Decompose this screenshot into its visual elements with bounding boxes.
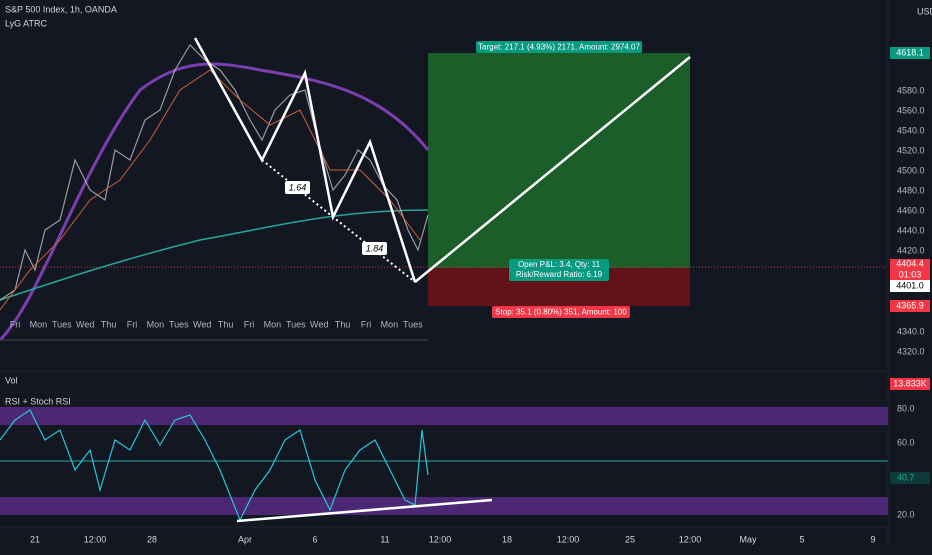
stop-text: Stop: 35.1 (0.80%) 351, Amount: 100 [495, 308, 627, 317]
day-label: Tues [286, 319, 306, 329]
day-label: Fri [361, 319, 372, 329]
rsi-trendline [236, 498, 493, 523]
time-tick: 25 [625, 534, 635, 544]
price-tick: 4320.0 [897, 346, 925, 356]
time-tick: 9 [870, 534, 875, 544]
ma-short [0, 69, 421, 311]
rsi-tick: 60.0 [897, 437, 915, 447]
rsi-label: RSI + Stoch RSI [5, 396, 71, 406]
price-tick: 4480.0 [897, 185, 925, 195]
day-label: Wed [193, 319, 211, 329]
rsi-current: 40.7 [897, 472, 915, 482]
price-tick: 4560.0 [897, 105, 925, 115]
day-label: Wed [310, 319, 328, 329]
day-label: Mon [147, 319, 165, 329]
stop-price-tag [890, 300, 930, 312]
time-tick: 28 [147, 534, 157, 544]
price-tick: 4540.0 [897, 125, 925, 135]
price-tick: 4340.0 [897, 326, 925, 336]
day-label: Fri [244, 319, 255, 329]
volume-tag [890, 378, 930, 390]
day-label: Wed [76, 319, 94, 329]
day-label: Mon [30, 319, 48, 329]
symbol: S&P 500 Index, 1h, OANDA [5, 4, 117, 14]
price-tick: 4440.0 [897, 225, 925, 235]
price-tick: 4520.0 [897, 145, 925, 155]
pattern-line [193, 37, 417, 283]
currency: USD [917, 6, 932, 16]
price-tick: 4500.0 [897, 165, 925, 175]
rsi-overbought [0, 407, 888, 425]
ratio-box [285, 181, 310, 194]
grid [0, 0, 889, 550]
current-price: 4404.4 [896, 258, 924, 268]
time-tick: 12:00 [679, 534, 702, 544]
rsi-line [0, 409, 429, 522]
rsi-tick: 20.0 [897, 509, 915, 519]
target-price: 4618.1 [896, 47, 924, 57]
volume-value: 13.833K [893, 378, 927, 388]
day-label: Tues [52, 319, 72, 329]
projection-line [414, 56, 691, 283]
day-label: Mon [264, 319, 282, 329]
rsi-oversold [0, 497, 888, 515]
target-zone [428, 53, 690, 268]
price-tick: 4420.0 [897, 245, 925, 255]
rsi-tick: 80.0 [897, 403, 915, 413]
ratio-label: 1.84 [366, 243, 384, 253]
day-label: Thu [101, 319, 117, 329]
ratio-label: 1.64 [289, 182, 307, 192]
day-label: Tues [403, 319, 423, 329]
rsi-tag [890, 472, 930, 484]
ma-long [0, 62, 430, 342]
target-text: Target: 217.1 (4.93%) 2171, Amount: 2974… [478, 43, 640, 52]
last-price: 4401.0 [896, 280, 924, 290]
time-tick: 12:00 [84, 534, 107, 544]
ratio-text: Risk/Reward Ratio: 6.19 [516, 270, 603, 279]
time-tick: 6 [312, 534, 317, 544]
indicator: LyG ATRC [5, 18, 48, 28]
time-tick: 12:00 [429, 534, 452, 544]
time-tick: 12:00 [557, 534, 580, 544]
time-tick: 21 [30, 534, 40, 544]
price-tick: 4460.0 [897, 205, 925, 215]
countdown: 01:03 [899, 269, 922, 279]
time-tick: May [739, 534, 757, 544]
target-price-tag [890, 47, 930, 59]
stop-price: 4365.9 [896, 300, 924, 310]
day-label: Thu [335, 319, 351, 329]
pattern-dotted [261, 159, 416, 283]
time-tick: Apr [238, 534, 252, 544]
ma-mid [0, 209, 429, 301]
day-label: Fri [127, 319, 138, 329]
price-series [0, 44, 429, 301]
time-tick: 5 [799, 534, 804, 544]
price-tick: 4580.0 [897, 85, 925, 95]
time-tick: 11 [380, 534, 389, 544]
last-price-tag [890, 280, 930, 292]
pnl-text: Open P&L: 3.4, Qty: 11 [518, 260, 601, 269]
volume-label: Vol [5, 375, 18, 385]
pnl-tag [509, 259, 609, 281]
day-label: Thu [218, 319, 234, 329]
time-tick: 18 [502, 534, 512, 544]
stop-tag [492, 306, 630, 318]
current-price-tag [890, 259, 930, 280]
day-label: Fri [10, 319, 21, 329]
target-tag [476, 41, 642, 53]
ratio-box [362, 242, 387, 255]
day-label: Tues [169, 319, 189, 329]
day-label: Mon [381, 319, 399, 329]
